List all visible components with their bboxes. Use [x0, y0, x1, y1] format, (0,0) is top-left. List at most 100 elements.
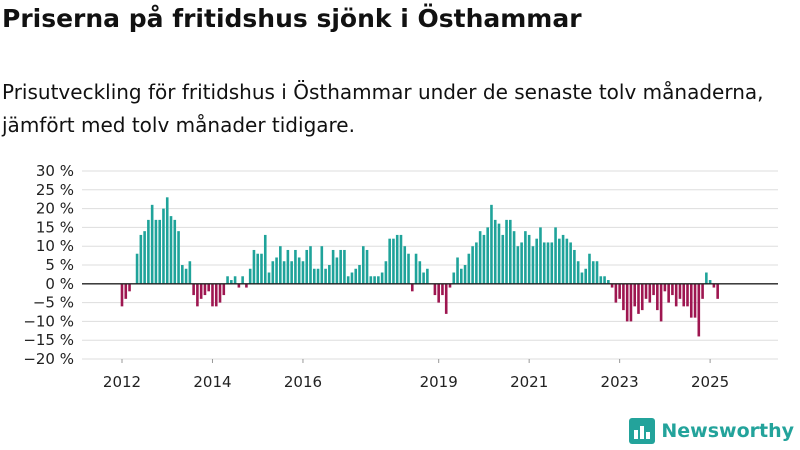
bar — [524, 231, 527, 284]
bar — [275, 257, 278, 284]
bar — [640, 283, 644, 311]
bar — [309, 246, 312, 284]
bar — [414, 253, 418, 284]
bar — [569, 242, 572, 284]
bar — [188, 261, 192, 284]
x-tick-label: 2019 — [420, 373, 458, 391]
x-tick-label: 2025 — [691, 373, 729, 391]
bar — [607, 280, 610, 284]
bar — [603, 276, 606, 284]
bar — [433, 283, 437, 296]
bar — [697, 283, 701, 337]
bar — [252, 249, 256, 284]
y-tick-label: 15 % — [36, 218, 74, 236]
bar — [460, 268, 463, 284]
bar — [154, 219, 158, 284]
bar — [441, 283, 444, 296]
bar — [482, 234, 486, 284]
bar — [120, 283, 124, 307]
y-tick-label: −5 % — [33, 294, 74, 312]
bar — [501, 234, 505, 284]
bar — [312, 268, 316, 284]
bar — [486, 227, 489, 284]
bar — [392, 238, 395, 284]
y-tick-label: 20 % — [36, 200, 74, 218]
bar — [478, 231, 482, 284]
bar — [124, 283, 128, 299]
bar — [150, 204, 154, 284]
bar — [237, 283, 241, 288]
bar — [467, 253, 471, 284]
bar — [576, 261, 580, 284]
bar — [395, 234, 399, 284]
x-tick-label: 2016 — [284, 373, 322, 391]
bar — [199, 283, 203, 299]
bar — [316, 268, 320, 284]
bar — [701, 283, 704, 299]
bar — [260, 253, 263, 284]
bar — [637, 283, 640, 314]
bar — [403, 246, 407, 284]
bar — [222, 283, 226, 296]
bar — [192, 283, 195, 296]
bar — [181, 265, 184, 284]
bar — [139, 234, 143, 284]
bar — [656, 283, 659, 311]
bar — [584, 268, 588, 284]
bar — [456, 257, 459, 284]
bar — [708, 280, 712, 284]
y-tick-label: −10 % — [23, 312, 74, 330]
y-tick-label: 0 % — [45, 275, 74, 293]
bar — [629, 283, 633, 322]
bar — [618, 283, 621, 299]
bar — [388, 238, 391, 284]
bar — [591, 261, 595, 284]
brand-name: Newsworthy — [661, 420, 794, 442]
y-tick-label: 5 % — [45, 256, 74, 274]
bar — [716, 283, 719, 299]
bar — [418, 261, 422, 284]
bar — [422, 272, 425, 284]
bar — [290, 261, 293, 284]
chart-title: Priserna på fritidshus sjönk i Östhammar — [2, 4, 582, 33]
bar — [580, 272, 584, 284]
bar — [516, 246, 520, 284]
bar — [674, 283, 678, 307]
bar — [659, 283, 663, 322]
bar — [358, 265, 361, 284]
bar — [350, 272, 354, 284]
bar — [143, 231, 146, 284]
chart-subtitle: Prisutveckling för fritidshus i Östhamma… — [2, 80, 764, 137]
bar — [471, 246, 474, 284]
bar — [369, 276, 373, 284]
bar — [203, 283, 207, 296]
bar — [241, 276, 244, 284]
bar — [377, 276, 380, 284]
bar — [128, 283, 131, 292]
bar — [667, 283, 670, 303]
bar — [535, 238, 538, 284]
bar — [614, 283, 618, 303]
y-tick-label: 10 % — [36, 237, 74, 255]
bar — [671, 283, 674, 296]
bar — [452, 272, 456, 284]
bar — [554, 227, 557, 284]
bar — [135, 253, 139, 284]
bar — [245, 283, 248, 288]
bar — [407, 253, 410, 284]
bar — [346, 276, 350, 284]
bar — [561, 234, 565, 284]
bar — [595, 261, 599, 284]
bar — [399, 234, 403, 284]
bar — [644, 283, 648, 299]
bar — [196, 283, 199, 307]
x-tick-label: 2014 — [193, 373, 231, 391]
bar — [263, 234, 267, 284]
bar — [248, 268, 252, 284]
bar — [286, 249, 290, 284]
bar — [599, 276, 603, 284]
bar — [331, 249, 335, 284]
bar — [214, 283, 218, 307]
bar — [328, 265, 331, 284]
x-tick-label: 2012 — [103, 373, 141, 391]
